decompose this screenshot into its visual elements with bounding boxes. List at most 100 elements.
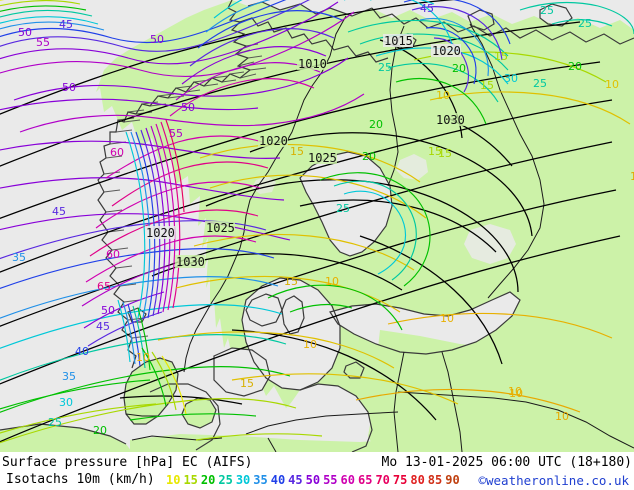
map-svg: 1015 1020 1010 1020 1025 1030 1020 1025 … bbox=[0, 0, 634, 452]
isotach-scale-step: 20 bbox=[200, 473, 216, 487]
pressure-label: 1030 bbox=[175, 255, 205, 269]
isotach-scale-step: 80 bbox=[410, 473, 425, 487]
isotach-label: 10 bbox=[508, 385, 522, 398]
pressure-label-text: 1015 bbox=[384, 34, 413, 48]
isotach-label: 50 bbox=[18, 26, 32, 39]
isotach-scale-step: 70 bbox=[375, 473, 390, 487]
isotach-label: 25 bbox=[533, 77, 547, 90]
isotach-label: 50 bbox=[150, 33, 164, 46]
valid-time: Mo 13-01-2025 06:00 UTC (18+180) bbox=[381, 455, 632, 470]
isotach-scale-step: 30 bbox=[235, 473, 251, 487]
isotach-label: 45 bbox=[96, 320, 110, 333]
isotach-scale-step: 75 bbox=[392, 473, 408, 487]
pressure-label: 1020 bbox=[431, 44, 461, 58]
pressure-label-text: 1020 bbox=[259, 134, 288, 148]
isotach-label: 15 bbox=[428, 145, 442, 158]
copyright-credit: ©weatheronline.co.uk bbox=[478, 473, 629, 488]
isotach-label: 40 bbox=[75, 345, 89, 358]
isotach-contours bbox=[0, 0, 634, 444]
isotach-label: 15 bbox=[240, 377, 254, 390]
isotach-label: 50 bbox=[181, 101, 195, 114]
isotach-label: 10 bbox=[605, 78, 619, 91]
isotach-scale-step: 10 bbox=[166, 473, 181, 487]
isotach-scale-step: 40 bbox=[270, 473, 286, 487]
lake-northern bbox=[396, 154, 428, 180]
isotach-label: 30 bbox=[59, 396, 73, 409]
pressure-label: 1020 bbox=[258, 134, 288, 148]
isotach-legend-title: Isotachs 10m (km/h) bbox=[6, 472, 155, 487]
chart-title: Surface pressure [hPa] EC (AIFS) bbox=[2, 455, 253, 470]
isotach-label: 25 bbox=[48, 416, 62, 429]
political-borders bbox=[125, 15, 634, 452]
isotach-label: 60 bbox=[106, 248, 120, 261]
isotach-label: 20 bbox=[452, 62, 466, 75]
isotach-label: 25 bbox=[336, 202, 350, 215]
pressure-label-text: 1010 bbox=[298, 57, 327, 71]
isotach-label: 10 bbox=[136, 351, 150, 364]
isotach-label: 45 bbox=[420, 2, 434, 15]
lake-mjosa bbox=[252, 176, 276, 194]
isotach-label: 20 bbox=[369, 118, 383, 131]
lake-saimaa bbox=[464, 224, 516, 264]
pressure-label-text: 1020 bbox=[432, 44, 461, 58]
isotach-label: 65 bbox=[97, 280, 111, 293]
isotach-label: 20 bbox=[93, 424, 107, 437]
lake-vattern bbox=[282, 296, 304, 334]
isotach-scale-step: 85 bbox=[427, 473, 443, 487]
map-canvas[interactable]: 1015 1020 1010 1020 1025 1030 1020 1025 … bbox=[0, 0, 634, 452]
isotach-label: 45 bbox=[52, 205, 66, 218]
isotach-label: 30 bbox=[504, 72, 518, 85]
land-eastern-europe bbox=[368, 328, 634, 452]
isotach-label: 10 bbox=[303, 338, 317, 351]
pressure-label-text: 1025 bbox=[308, 151, 337, 165]
pressure-label-text: 1020 bbox=[146, 226, 175, 240]
isotach-label: 60 bbox=[110, 146, 124, 159]
isotach-label: 25 bbox=[578, 17, 592, 30]
pressure-label: 1025 bbox=[307, 151, 337, 165]
isotach-labels: 50 55 45 50 50 50 55 60 45 60 65 50 45 40 35 30 25 20 35 45… bbox=[12, 2, 634, 437]
pressure-label: 1025 bbox=[205, 221, 235, 235]
isotach-label: 10 bbox=[436, 89, 450, 102]
sea-skagerrak bbox=[214, 348, 270, 396]
isotach-label: 15 bbox=[480, 79, 494, 92]
isotach-label: 15 bbox=[438, 147, 452, 160]
isotach-scale-step: 90 bbox=[445, 473, 460, 487]
pressure-label-text: 1030 bbox=[176, 255, 205, 269]
isotach-label: 55 bbox=[169, 127, 183, 140]
pressure-label: 1030 bbox=[435, 113, 465, 127]
isotach-scale-step: 50 bbox=[305, 473, 321, 487]
isotach-scale-step: 65 bbox=[357, 473, 373, 487]
isotach-label: 10 bbox=[630, 170, 634, 183]
isotach-label: 10 bbox=[555, 410, 569, 423]
sea-gulf-of-finland bbox=[330, 292, 520, 354]
isotach-label: 10 bbox=[509, 387, 523, 400]
isotach-label: 35 bbox=[62, 370, 76, 383]
isotach-scale-step: 35 bbox=[253, 473, 268, 487]
land-northern-germany-west bbox=[0, 424, 132, 452]
isobars bbox=[0, 0, 621, 443]
pressure-label: 1010 bbox=[297, 57, 327, 71]
isotach-label: 20 bbox=[362, 150, 376, 163]
pressure-label-text: 1030 bbox=[436, 113, 465, 127]
isotach-label: 10 bbox=[325, 275, 339, 288]
lake-vanern bbox=[246, 294, 282, 326]
isotach-scale-step: 45 bbox=[288, 473, 303, 487]
pressure-labels: 1015 1020 1010 1020 1025 1030 1020 1025 … bbox=[145, 34, 465, 269]
isotach-label: 50 bbox=[101, 304, 115, 317]
pressure-label-text: 1025 bbox=[206, 221, 235, 235]
pressure-label: 1015 bbox=[383, 34, 413, 48]
isotach-label: 15 bbox=[290, 145, 304, 158]
isotach-label: 45 bbox=[59, 18, 73, 31]
isotach-label: 50 bbox=[62, 81, 76, 94]
isotach-scale-step: 60 bbox=[340, 473, 355, 487]
isotach-label: 55 bbox=[36, 36, 50, 49]
isotach-label: 35 bbox=[12, 251, 26, 264]
isotach-label: 15 bbox=[494, 50, 508, 63]
isotach-scale-step: 15 bbox=[183, 473, 198, 487]
isotach-label: 15 bbox=[284, 275, 298, 288]
footer-legend: Surface pressure [hPa] EC (AIFS) Mo 13-0… bbox=[0, 452, 634, 490]
isotach-label: 10 bbox=[440, 312, 454, 325]
isotach-scale-step: 55 bbox=[323, 473, 338, 487]
isotach-label: 20 bbox=[568, 60, 582, 73]
